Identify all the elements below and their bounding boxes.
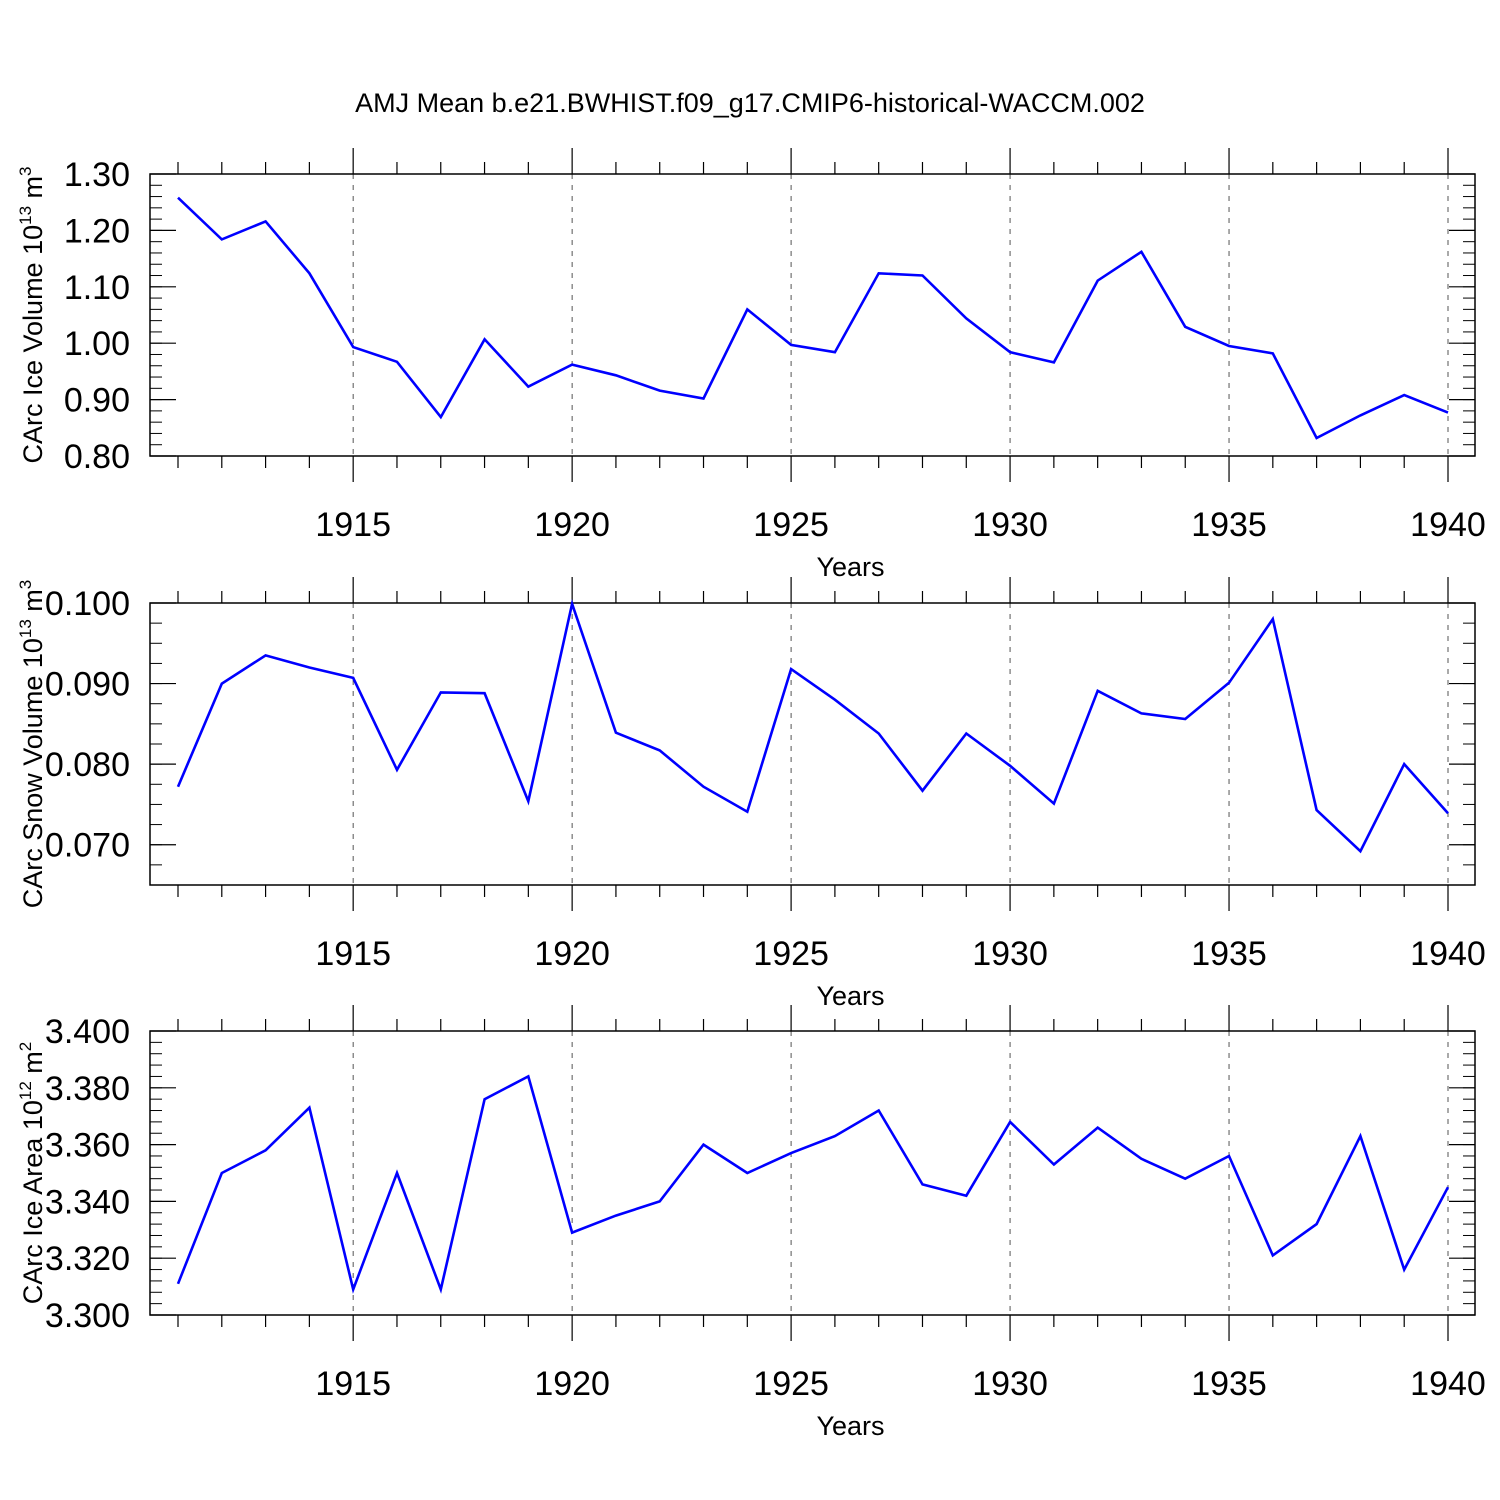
- y-tick-label: 3.300: [45, 1297, 130, 1335]
- plot-frame: [149, 173, 1476, 457]
- y-tick-label: 1.20: [64, 212, 130, 250]
- y-tick-label: 0.80: [64, 438, 130, 476]
- panel-2: 0.070 0.080 0.090 0.100 1915 1920 1925 1930 1935…: [16, 577, 1486, 1011]
- y-tick-label: 1.30: [64, 156, 130, 194]
- x-tick-label: 1920: [534, 506, 610, 544]
- y-tick-label: 0.090: [45, 666, 130, 704]
- x-tick-label: 1920: [534, 1365, 610, 1403]
- x-tick-label: 1915: [315, 506, 391, 544]
- x-tick-label: 1940: [1410, 506, 1486, 544]
- y-tick-label: 3.360: [45, 1127, 130, 1165]
- x-axis-title: Years: [816, 981, 884, 1011]
- y-axis-title: CArc Ice Area 1012 m2: [16, 1042, 48, 1305]
- series-line: [176, 1074, 1450, 1294]
- x-tick-label: 1925: [753, 935, 829, 973]
- x-tick-label: 1920: [534, 935, 610, 973]
- x-tick-label: 1935: [1191, 935, 1267, 973]
- y-tick-label: 3.320: [45, 1240, 130, 1278]
- x-axis-title: Years: [816, 1411, 884, 1441]
- x-tick-label: 1930: [972, 1365, 1048, 1403]
- panel-3: 3.300 3.320 3.340 3.360 3.380 3.400 1915 1920 19…: [16, 1005, 1486, 1441]
- x-tick-label: 1940: [1410, 935, 1486, 973]
- x-tick-label: 1925: [753, 1365, 829, 1403]
- x-tick-label: 1930: [972, 935, 1048, 973]
- x-tick-label: 1930: [972, 506, 1048, 544]
- x-tick-label: 1935: [1191, 506, 1267, 544]
- y-tick-label: 0.100: [45, 585, 130, 623]
- panel-1: 0.80 0.90 1.00 1.10 1.20 1.30 1915 1920 1925 1930…: [16, 148, 1486, 582]
- x-axis-title: Years: [816, 552, 884, 582]
- chart-panels: 0.80 0.90 1.00 1.10 1.20 1.30 1915 1920 1925 1930…: [16, 148, 1486, 1441]
- y-tick-label: 0.90: [64, 382, 130, 420]
- y-tick-label: 0.080: [45, 746, 130, 784]
- y-axis-title: CArc Snow Volume 1013 m3: [16, 580, 48, 909]
- y-tick-label: 3.340: [45, 1183, 130, 1221]
- plot-frame: [149, 1030, 1476, 1316]
- x-tick-label: 1925: [753, 506, 829, 544]
- y-tick-label: 1.10: [64, 269, 130, 307]
- x-tick-label: 1935: [1191, 1365, 1267, 1403]
- y-tick-label: 0.070: [45, 827, 130, 865]
- plot-frame: [149, 602, 1476, 886]
- y-tick-label: 3.380: [45, 1070, 130, 1108]
- chart-title: AMJ Mean b.e21.BWHIST.f09_g17.CMIP6-hist…: [355, 88, 1145, 118]
- series-line: [177, 196, 1449, 440]
- series-line: [176, 598, 1449, 854]
- x-tick-label: 1915: [315, 1365, 391, 1403]
- y-tick-label: 3.400: [45, 1013, 130, 1051]
- x-tick-label: 1915: [315, 935, 391, 973]
- x-tick-label: 1940: [1410, 1365, 1486, 1403]
- y-axis-title: CArc Ice Volume 1013 m3: [16, 166, 48, 463]
- y-tick-label: 1.00: [64, 325, 130, 363]
